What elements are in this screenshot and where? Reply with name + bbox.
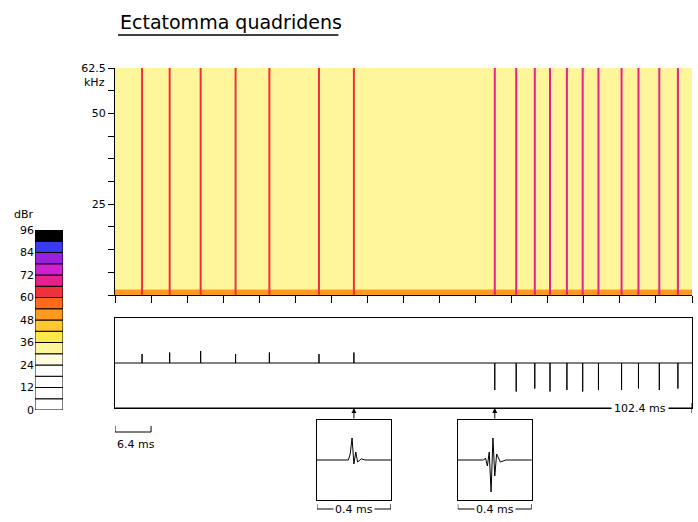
svg-text:48: 48 (20, 314, 34, 327)
svg-text:60: 60 (20, 291, 34, 304)
svg-text:24: 24 (20, 359, 34, 372)
svg-text:0.4 ms: 0.4 ms (335, 503, 373, 516)
svg-text:62.5: 62.5 (81, 62, 106, 75)
svg-text:25: 25 (92, 198, 106, 211)
svg-text:84: 84 (20, 246, 34, 259)
svg-text:6.4 ms: 6.4 ms (117, 438, 155, 451)
svg-text:kHz: kHz (84, 76, 105, 89)
svg-text:102.4 ms: 102.4 ms (614, 402, 666, 415)
svg-text:0.4 ms: 0.4 ms (476, 503, 514, 516)
svg-text:72: 72 (20, 269, 34, 282)
svg-text:96: 96 (20, 224, 34, 237)
svg-text:12: 12 (20, 381, 34, 394)
svg-text:36: 36 (20, 336, 34, 349)
svg-text:50: 50 (92, 107, 106, 120)
svg-text:Ectatomma quadridens: Ectatomma quadridens (120, 11, 342, 33)
svg-text:0: 0 (27, 404, 34, 417)
svg-text:dBr: dBr (14, 208, 34, 221)
